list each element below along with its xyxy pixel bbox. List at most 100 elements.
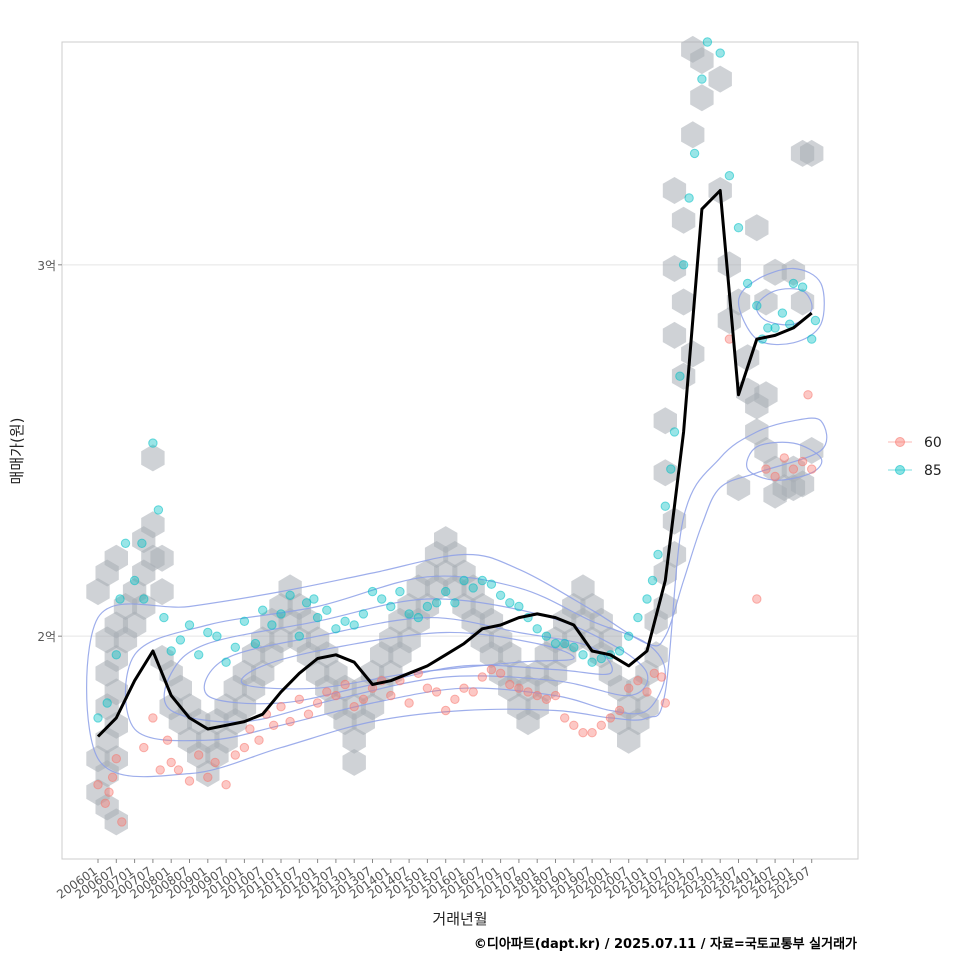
contour-5 — [737, 267, 825, 346]
point-60-64 — [649, 668, 659, 678]
point-60-43 — [459, 683, 469, 693]
point-60-49 — [514, 683, 524, 693]
point-85-39 — [413, 612, 423, 623]
point-60-37 — [404, 698, 414, 708]
hexbin-157 — [717, 251, 741, 279]
point-85-5 — [129, 575, 140, 586]
point-60-27 — [312, 698, 323, 708]
point-85-82 — [763, 323, 773, 333]
point-60-2 — [104, 787, 114, 797]
point-60-25 — [294, 694, 304, 704]
point-60-11 — [173, 765, 184, 775]
hexbin-154 — [690, 84, 714, 112]
point-85-32 — [349, 620, 359, 630]
hexbin-143 — [653, 407, 677, 435]
hexbin-46 — [232, 693, 257, 721]
point-60-42 — [450, 694, 460, 704]
point-85-33 — [358, 609, 369, 619]
point-85-17 — [221, 657, 231, 667]
point-85-36 — [386, 601, 396, 612]
contour-2 — [163, 598, 649, 723]
point-85-58 — [587, 657, 597, 667]
point-85-68 — [666, 464, 676, 474]
point-85-77 — [724, 171, 735, 181]
point-85-41 — [431, 598, 442, 608]
point-60-73 — [807, 464, 817, 474]
point-60-74 — [803, 390, 813, 400]
point-60-23 — [276, 702, 286, 712]
point-85-56 — [569, 642, 579, 652]
point-60-65 — [656, 672, 667, 682]
point-85-52 — [532, 624, 542, 634]
hexbin-155 — [708, 65, 732, 93]
point-85-7 — [137, 538, 147, 548]
hexbin-16 — [104, 544, 128, 572]
point-60-26 — [303, 709, 314, 719]
point-60-7 — [148, 713, 158, 723]
hexbin-180 — [754, 381, 778, 409]
point-85-49 — [505, 598, 515, 608]
point-60-63 — [642, 687, 652, 697]
point-85-16 — [212, 631, 222, 641]
point-60-55 — [569, 720, 579, 730]
point-85-80 — [752, 301, 762, 311]
point-85-78 — [733, 223, 744, 233]
point-85-64 — [642, 594, 652, 604]
point-60-39 — [422, 683, 433, 693]
point-85-22 — [267, 620, 277, 630]
point-60-56 — [578, 728, 588, 738]
trend-line — [96, 189, 813, 738]
point-85-9 — [153, 505, 164, 515]
hexbin-142 — [653, 459, 677, 487]
point-85-86 — [788, 278, 799, 289]
point-60-29 — [331, 690, 341, 701]
hexbin-5 — [104, 808, 128, 836]
point-85-89 — [810, 315, 821, 326]
legend-label-60: 60 — [924, 435, 942, 451]
point-85-53 — [541, 631, 552, 641]
point-85-50 — [514, 601, 524, 612]
point-60-4 — [111, 754, 122, 764]
y-axis: 2억 3억 — [37, 259, 62, 644]
hexbin-124 — [589, 607, 613, 635]
legend-key-85-dot — [895, 465, 905, 475]
point-60-28 — [322, 687, 332, 697]
point-85-19 — [239, 616, 250, 626]
contour-1 — [124, 575, 666, 742]
point-85-65 — [647, 575, 658, 586]
y-tick-label-0: 2억 — [37, 630, 56, 644]
point-85-8 — [148, 438, 158, 448]
point-85-74 — [697, 74, 707, 84]
hexbin-145 — [681, 340, 705, 368]
hexbin-153 — [690, 47, 714, 75]
point-85-26 — [301, 598, 312, 608]
hexbin-181 — [342, 748, 366, 776]
point-60-5 — [117, 817, 127, 827]
hexbin-159 — [717, 307, 741, 334]
point-85-43 — [450, 598, 460, 608]
point-60-53 — [550, 690, 561, 701]
point-60-9 — [162, 735, 173, 745]
point-85-29 — [322, 605, 332, 615]
point-85-88 — [807, 334, 817, 344]
point-85-15 — [203, 627, 213, 638]
point-60-22 — [269, 720, 279, 730]
point-60-20 — [254, 735, 264, 745]
point-60-15 — [210, 757, 220, 768]
point-60-6 — [139, 742, 149, 753]
point-85-14 — [194, 650, 204, 660]
point-85-46 — [477, 575, 487, 586]
hexbin-149 — [671, 206, 696, 234]
point-85-20 — [250, 638, 261, 649]
hexbin-14 — [86, 578, 110, 606]
hexbin-136 — [644, 641, 668, 669]
hexbin-151 — [681, 121, 705, 149]
point-85-18 — [230, 642, 241, 652]
point-60-16 — [221, 780, 231, 790]
point-85-12 — [175, 635, 186, 645]
point-85-61 — [614, 646, 625, 656]
point-60-35 — [386, 690, 396, 701]
point-85-59 — [596, 653, 606, 664]
point-85-37 — [395, 586, 405, 597]
point-85-38 — [404, 609, 414, 619]
